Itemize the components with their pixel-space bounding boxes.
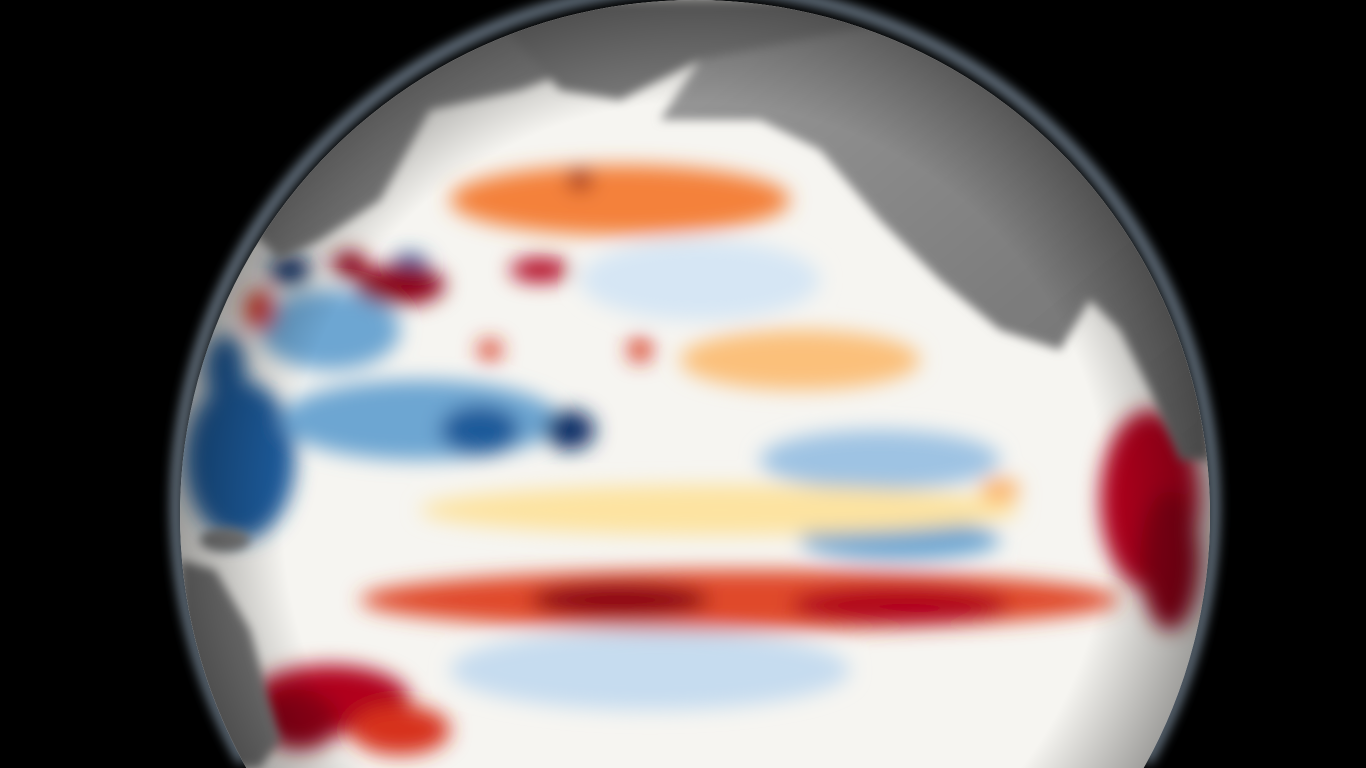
atmosphere-glow: [172, 0, 1218, 764]
globe-shading: [179, 0, 1210, 768]
